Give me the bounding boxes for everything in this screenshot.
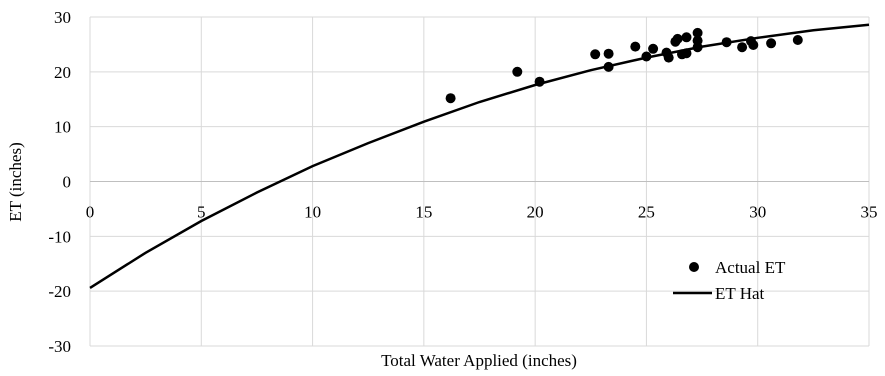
y-tick-label: -30 bbox=[48, 337, 71, 356]
x-tick-label: 10 bbox=[304, 203, 321, 222]
y-axis-title: ET (inches) bbox=[6, 142, 25, 221]
actual-et-point bbox=[766, 38, 777, 49]
x-tick-label: 30 bbox=[749, 203, 766, 222]
actual-et-point bbox=[512, 66, 523, 77]
actual-et-point bbox=[648, 43, 659, 54]
x-tick-label: 35 bbox=[861, 203, 878, 222]
actual-et-point bbox=[663, 52, 674, 63]
y-tick-label: 10 bbox=[54, 118, 71, 137]
actual-et-point bbox=[681, 32, 692, 43]
actual-et-point bbox=[590, 49, 601, 60]
actual-et-point bbox=[692, 27, 703, 38]
curve-layer bbox=[89, 23, 870, 289]
actual-et-point bbox=[748, 40, 759, 50]
x-tick-label: 25 bbox=[638, 203, 655, 222]
y-tick-label: 0 bbox=[63, 173, 72, 192]
actual-et-point bbox=[721, 37, 732, 48]
et-hat-curve bbox=[89, 23, 870, 289]
legend-label-actual-et: Actual ET bbox=[715, 258, 786, 277]
x-axis-title: Total Water Applied (inches) bbox=[381, 351, 577, 370]
x-tick-label: 15 bbox=[415, 203, 432, 222]
actual-et-point bbox=[672, 33, 683, 44]
actual-et-point bbox=[737, 42, 748, 53]
points-layer bbox=[445, 27, 803, 104]
actual-et-point bbox=[445, 93, 456, 104]
grid-layer bbox=[89, 16, 870, 347]
x-tick-label: 5 bbox=[197, 203, 206, 222]
actual-et-point bbox=[534, 76, 545, 87]
actual-et-point bbox=[630, 41, 641, 52]
actual-et-point bbox=[692, 42, 703, 53]
y-tick-label: 20 bbox=[54, 63, 71, 82]
x-tick-label: 0 bbox=[86, 203, 95, 222]
ticks-layer: -30 -20 -10 0 10 20 30 0 5 10 15 20 25 30 35 bbox=[48, 8, 877, 356]
y-tick-label: 30 bbox=[54, 8, 71, 27]
legend: Actual ET ET Hat bbox=[673, 258, 786, 303]
y-tick-label: -10 bbox=[48, 227, 71, 246]
actual-et-point bbox=[603, 48, 614, 59]
y-tick-label: -20 bbox=[48, 282, 71, 301]
legend-label-et-hat: ET Hat bbox=[715, 284, 765, 303]
actual-et-point bbox=[681, 48, 692, 59]
actual-et-point bbox=[792, 35, 803, 45]
actual-et-point bbox=[641, 51, 652, 62]
x-tick-label: 20 bbox=[527, 203, 544, 222]
actual-et-point bbox=[603, 61, 614, 72]
legend-marker-actual-et bbox=[689, 262, 699, 272]
